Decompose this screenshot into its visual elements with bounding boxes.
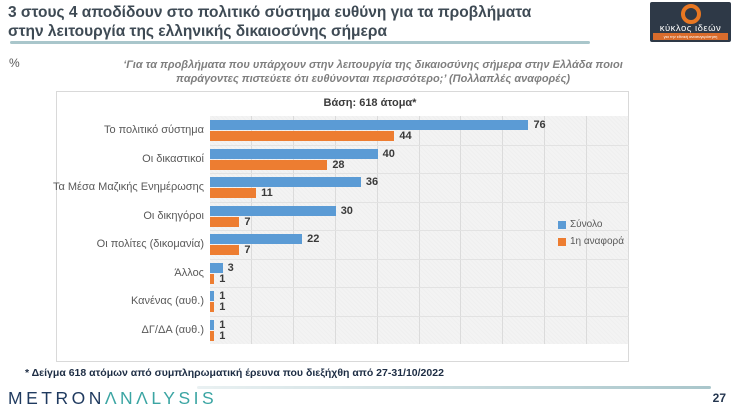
bar-value-label: 1 [219,301,226,314]
bar-value-label: 3 [227,261,234,274]
bar-value-label: 7 [244,215,251,228]
bar-value-label: 1 [219,272,226,285]
base-label: Βάση: 618 άτομα* [323,97,417,109]
bar-first-mention [210,159,328,170]
category-label: ΔΓ/ΔΑ (αυθ.) [141,323,204,336]
bar-value-label: 1 [219,329,226,342]
bar-first-mention [210,188,257,199]
category-label: Οι πολίτες (δικομανία) [96,238,204,250]
row-gridline [210,144,629,146]
legend-swatch-blue [558,220,566,229]
bar-first-mention [210,216,240,227]
bar-first-mention [210,273,215,284]
legend-label-first-mention: 1η αναφορά [570,236,624,247]
title-line-2: στην λειτουργία της ελληνικής δικαιοσύνη… [8,23,387,40]
bottom-divider-line [197,386,711,389]
bar-total [210,291,215,302]
page-title: 3 στους 4 αποδίδουν στο πολιτικό σύστημα… [8,3,628,41]
plot-area: 76 44 40 28 36 11 30 7 22 7 3 1 1 1 1 1 [210,116,629,344]
legend: Σύνολο 1η αναφορά [558,219,624,253]
category-label: Οι δικηγόροι [143,209,204,222]
bar-value-label: 11 [261,187,273,200]
category-label: Οι δικαστικοί [142,152,204,165]
survey-question: ‘Για τα προβλήματα που υπάρχουν στην λει… [123,59,623,85]
bar-value-label: 1 [219,290,226,303]
metron-analysis-logo: METRONΛNΛLYSIS [8,388,217,409]
bar-total [210,205,336,216]
bar-value-label: 36 [365,176,379,189]
bar-first-mention [210,330,215,341]
bar-total [210,319,215,330]
bar-first-mention [210,131,395,142]
title-underline [10,41,590,44]
page-number: 27 [712,391,726,405]
bar-value-label: 40 [382,147,395,160]
bar-value-label: 1 [219,318,226,331]
bar-first-mention [210,245,240,256]
bar-total [210,234,303,245]
category-label: Άλλος [174,266,204,279]
category-label: Κανένας (αυθ.) [130,295,204,307]
legend-swatch-orange [558,237,566,246]
row-gridline [210,230,629,231]
category-label: Το πολιτικό σύστημα [103,124,204,136]
category-label: Τα Μέσα Μαζικής Ενημέρωσης [52,181,204,193]
legend-item-first-mention: 1η αναφορά [558,236,624,247]
bar-value-label: 7 [244,244,251,257]
bar-value-label: 22 [307,233,320,246]
bar-total [210,177,361,188]
percent-axis-label: % [9,56,20,70]
row-gridline [210,287,629,288]
bar-total [210,120,529,131]
bar-value-label: 30 [340,204,353,217]
row-gridline [210,173,629,174]
legend-item-total: Σύνολο [558,219,624,230]
row-gridline [210,258,629,260]
category-labels: Το πολιτικό σύστημα Οι δικαστικοί Τα Μέσα … [0,116,204,344]
brand-part-analysis: ΛNΛLYSIS [104,388,218,408]
logo-tagline: για την εθνική ανασυγκρότηση [653,33,728,40]
legend-label-total: Σύνολο [570,219,603,230]
bar-total [210,148,378,159]
footnote: * Δείγμα 618 ατόμων από συμπληρωματική έ… [25,367,444,379]
bar-first-mention [210,302,215,313]
logo-name: κύκλος ιδεών [659,23,722,34]
bar-total [210,262,223,273]
bar-value-label: 76 [533,119,546,132]
brand-part-metron: METRON [8,388,105,408]
ring-icon [680,4,701,24]
row-gridline [210,201,629,203]
title-line-1: 3 στους 4 αποδίδουν στο πολιτικό σύστημα… [8,4,532,21]
bar-value-label: 28 [332,158,345,171]
bar-value-label: 44 [399,130,412,143]
kyklos-ideon-logo: κύκλος ιδεών για την εθνική ανασυγκρότησ… [650,2,731,42]
row-gridline [210,315,629,317]
